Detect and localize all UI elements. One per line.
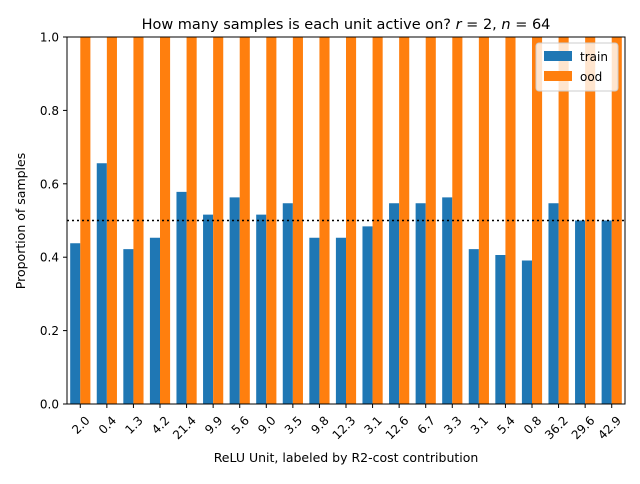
bar-ood-19: [585, 37, 596, 404]
bar-train-20: [601, 220, 612, 404]
legend-swatch-ood: [544, 71, 572, 81]
bar-train-5: [203, 214, 214, 404]
x-tick-label: 2.0: [69, 413, 92, 436]
x-tick-label: 12.3: [330, 413, 359, 442]
x-tick-label: 9.8: [308, 413, 331, 436]
x-tick-label: 6.7: [415, 413, 438, 436]
y-tick-label: 0.2: [40, 324, 59, 338]
x-tick-label: 42.9: [595, 413, 624, 442]
x-tick-label: 3.3: [441, 413, 464, 436]
bar-ood-3: [160, 37, 171, 404]
bar-train-14: [442, 197, 453, 404]
bar-train-3: [149, 237, 160, 404]
legend-swatch-train: [544, 51, 572, 61]
bar-ood-20: [611, 37, 622, 404]
y-tick-label: 0.6: [40, 177, 59, 191]
bar-ood-13: [425, 37, 436, 404]
x-tick-label: 0.8: [521, 413, 544, 436]
bar-ood-7: [266, 37, 277, 404]
y-axis-label: Proportion of samples: [13, 153, 28, 289]
y-tick-label: 1.0: [40, 31, 59, 45]
bar-train-7: [256, 214, 267, 404]
x-tick-label: 3.1: [468, 413, 491, 436]
bar-train-4: [176, 191, 187, 404]
bar-train-9: [309, 237, 320, 404]
x-tick-label: 1.3: [122, 413, 145, 436]
x-tick-label: 5.6: [229, 413, 252, 436]
x-tick-label: 3.1: [362, 413, 385, 436]
x-tick-label: 21.4: [170, 413, 199, 442]
bar-train-11: [362, 226, 373, 404]
x-tick-label: 5.4: [494, 413, 517, 436]
x-tick-label: 36.2: [542, 413, 571, 442]
y-tick-label: 0.4: [40, 251, 59, 265]
bar-train-12: [389, 203, 400, 404]
bar-train-17: [521, 260, 532, 404]
y-tick-label: 0.8: [40, 104, 59, 118]
bar-ood-12: [399, 37, 410, 404]
bar-train-18: [548, 203, 559, 404]
bar-train-0: [70, 243, 81, 404]
x-tick-label: 4.2: [149, 413, 172, 436]
bar-train-10: [335, 237, 346, 404]
bar-train-15: [468, 249, 479, 404]
x-axis-label: ReLU Unit, labeled by R2-cost contributi…: [214, 450, 479, 465]
bar-ood-16: [505, 37, 516, 404]
bar-ood-10: [346, 37, 357, 404]
bar-ood-6: [239, 37, 250, 404]
bar-ood-1: [106, 37, 117, 404]
bar-ood-0: [80, 37, 91, 404]
x-tick-label: 9.0: [255, 413, 278, 436]
bar-train-13: [415, 203, 426, 404]
bar-train-1: [96, 163, 107, 404]
y-tick-label: 0.0: [40, 398, 59, 412]
bar-train-16: [495, 255, 506, 404]
bar-train-19: [575, 220, 586, 404]
x-tick-label: 12.6: [383, 413, 412, 442]
x-tick-label: 3.5: [282, 413, 305, 436]
legend-label-train: train: [580, 50, 608, 64]
x-tick-label: 29.6: [569, 413, 598, 442]
x-tick-label: 9.9: [202, 413, 225, 436]
bar-train-2: [123, 249, 134, 404]
chart-title: How many samples is each unit active on?…: [142, 17, 551, 33]
legend: train ood: [535, 42, 619, 92]
bar-ood-4: [186, 37, 197, 404]
bar-ood-9: [319, 37, 330, 404]
bar-train-6: [229, 197, 240, 404]
bar-train-8: [282, 203, 293, 404]
x-tick-label: 0.4: [96, 413, 119, 436]
legend-label-ood: ood: [580, 70, 602, 84]
